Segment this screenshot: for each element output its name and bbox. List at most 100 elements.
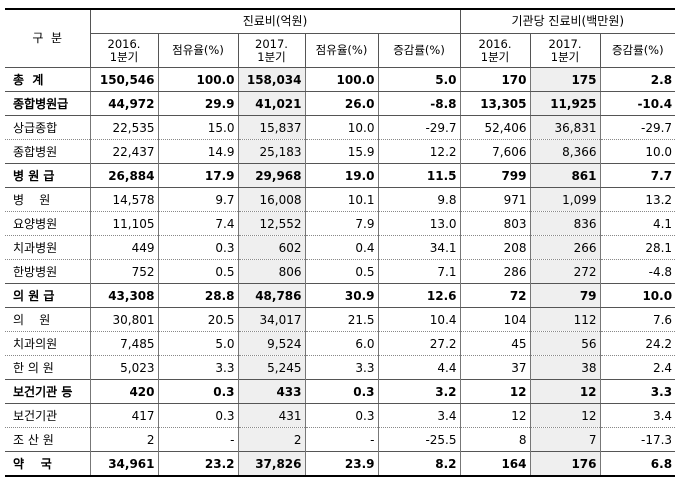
- row-label: 상급종합: [5, 115, 90, 140]
- cell: -29.7: [599, 115, 676, 140]
- cell: 5,023: [89, 355, 158, 380]
- cell: 12.2: [377, 139, 461, 164]
- cell: 0.3: [304, 403, 378, 428]
- cell: 3.3: [599, 379, 676, 404]
- cell: 30,801: [89, 307, 158, 332]
- column-header: 증감률(%): [377, 33, 461, 68]
- table-row: 한 의 원 5,023 3.3 5,245 3.3 4.4 37 38 2.4: [5, 355, 676, 380]
- row-label-header: 구 분: [5, 8, 91, 68]
- cell: 25,183: [237, 139, 305, 164]
- cell: 861: [529, 163, 601, 188]
- table-row: 요양병원 11,105 7.4 12,552 7.9 13.0 803 836 4.1: [5, 211, 676, 236]
- cell: 9.8: [377, 187, 461, 212]
- cell: 836: [529, 211, 601, 236]
- row-label: 보건기관: [5, 403, 90, 428]
- cell: 100.0: [157, 67, 238, 92]
- cell: 16,008: [237, 187, 305, 212]
- row-label: 병 원: [5, 187, 90, 212]
- table-body: 총 계 150,546 100.0 158,034 100.0 5.0 170 175 2.8 종…: [5, 67, 676, 477]
- row-label: 총 계: [5, 67, 90, 92]
- table-row: 종합병원 22,437 14.9 25,183 15.9 12.2 7,606 8,366 10…: [5, 139, 676, 164]
- cell: 150,546: [89, 67, 158, 92]
- cell: 23.9: [304, 451, 378, 477]
- cell: 3.3: [304, 355, 378, 380]
- cell: 28.8: [157, 283, 238, 308]
- cell: 26,884: [89, 163, 158, 188]
- table-row: 보건기관 417 0.3 431 0.3 3.4 12 12 3.4: [5, 403, 676, 428]
- cell: 14,578: [89, 187, 158, 212]
- cell: 0.3: [157, 379, 238, 404]
- cell: 11.5: [377, 163, 461, 188]
- column-header: 증감률(%): [599, 33, 676, 68]
- row-label: 보건기관 등: [5, 379, 90, 404]
- cell: 175: [529, 67, 601, 92]
- cell: 3.3: [157, 355, 238, 380]
- cell: 5,245: [237, 355, 305, 380]
- cell: 15.0: [157, 115, 238, 140]
- cell: 12.6: [377, 283, 461, 308]
- table-row: 병 원 14,578 9.7 16,008 10.1 9.8 971 1,099 13.2: [5, 187, 676, 212]
- row-label: 약 국: [5, 451, 90, 477]
- cell: 44,972: [89, 91, 158, 116]
- cell: 170: [459, 67, 531, 92]
- cell: 2: [237, 427, 305, 452]
- cell: 56: [529, 331, 601, 356]
- cell: 10.4: [377, 307, 461, 332]
- cell: 112: [529, 307, 601, 332]
- row-label: 한 의 원: [5, 355, 90, 380]
- group-header: 진료비(억원): [89, 8, 461, 34]
- header-row: 2016. 1분기 점유율(%) 2017. 1분기 점유율(%) 증감률(%) 2016…: [5, 33, 676, 68]
- cell: -10.4: [599, 91, 676, 116]
- cell: 602: [237, 235, 305, 260]
- table-row: 치과병원 449 0.3 602 0.4 34.1 208 266 28.1: [5, 235, 676, 260]
- cell: 15,837: [237, 115, 305, 140]
- cell: 7,485: [89, 331, 158, 356]
- cell: 21.5: [304, 307, 378, 332]
- cell: 0.4: [304, 235, 378, 260]
- cell: 72: [459, 283, 531, 308]
- column-header: 2017. 1분기: [529, 33, 601, 68]
- cell: 41,021: [237, 91, 305, 116]
- cell: 286: [459, 259, 531, 284]
- table-row: 의 원 급 43,308 28.8 48,786 30.9 12.6 72 79 10.0: [5, 283, 676, 308]
- cell: 11,925: [529, 91, 601, 116]
- cell: 48,786: [237, 283, 305, 308]
- cell: 0.3: [157, 235, 238, 260]
- cell: 13.2: [599, 187, 676, 212]
- cell: 806: [237, 259, 305, 284]
- cell: 158,034: [237, 67, 305, 92]
- cell: 79: [529, 283, 601, 308]
- cell: 752: [89, 259, 158, 284]
- cell: 10.0: [304, 115, 378, 140]
- cell: 12,552: [237, 211, 305, 236]
- cell: 4.4: [377, 355, 461, 380]
- cell: 34,961: [89, 451, 158, 477]
- cell: 431: [237, 403, 305, 428]
- cell: -25.5: [377, 427, 461, 452]
- row-label: 치과의원: [5, 331, 90, 356]
- cell: -29.7: [377, 115, 461, 140]
- cell: 14.9: [157, 139, 238, 164]
- row-label: 병 원 급: [5, 163, 90, 188]
- cell: 0.5: [304, 259, 378, 284]
- cell: 22,437: [89, 139, 158, 164]
- column-header: 점유율(%): [304, 33, 379, 68]
- cell: 433: [237, 379, 305, 404]
- cell: 6.8: [599, 451, 676, 477]
- cell: 52,406: [459, 115, 531, 140]
- cell: 6.0: [304, 331, 378, 356]
- cell: 7: [529, 427, 601, 452]
- cell: 15.9: [304, 139, 378, 164]
- cell: 36,831: [529, 115, 601, 140]
- cell: 176: [529, 451, 601, 477]
- group-header: 기관당 진료비(백만원): [459, 8, 676, 34]
- row-label: 치과병원: [5, 235, 90, 260]
- table-row: 총 계 150,546 100.0 158,034 100.0 5.0 170 175 2.8: [5, 67, 676, 92]
- cell: 12: [459, 379, 531, 404]
- cell: 3.4: [377, 403, 461, 428]
- cell: 208: [459, 235, 531, 260]
- row-label: 한방병원: [5, 259, 90, 284]
- table-row: 치과의원 7,485 5.0 9,524 6.0 27.2 45 56 24.2: [5, 331, 676, 356]
- table-row: 의 원 30,801 20.5 34,017 21.5 10.4 104 112 7.6: [5, 307, 676, 332]
- cell: 8,366: [529, 139, 601, 164]
